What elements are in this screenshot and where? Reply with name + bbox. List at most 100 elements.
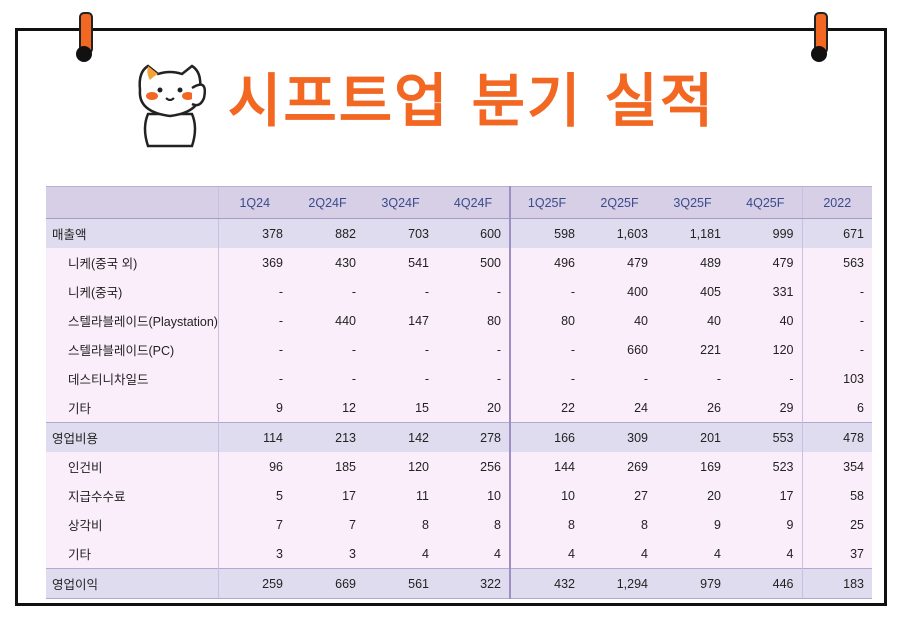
row-label: 인건비 [46,452,218,481]
table-cell: - [291,277,364,306]
table-cell: - [729,364,802,393]
table-row: 니케(중국 외) 369 430 541 500 496 479 489 479 563 [46,248,872,277]
table-cell: 58 [802,481,872,510]
table-cell: 278 [437,423,510,453]
table-row-total: 영업이익 259 669 561 322 432 1,294 979 446 183 [46,569,872,599]
table-row-total: 영업비용 114 213 142 278 166 309 201 553 478 [46,423,872,453]
table-cell: 11 [364,481,437,510]
table-cell: 703 [364,219,437,249]
table-cell: - [218,306,291,335]
table-cell: 5 [218,481,291,510]
table-cell: 256 [437,452,510,481]
table-cell: 7 [218,510,291,539]
row-label: 스텔라블레이드(Playstation) [46,306,218,335]
table-cell: 479 [583,248,656,277]
table-cell: 1,294 [583,569,656,599]
table-cell: 20 [656,481,729,510]
table-cell: 40 [729,306,802,335]
table-cell: 999 [729,219,802,249]
row-label: 니케(중국 외) [46,248,218,277]
row-label: 매출액 [46,219,218,249]
table-cell: 322 [437,569,510,599]
table-cell: 4 [656,539,729,569]
table-cell: 183 [802,569,872,599]
header-cell: 2Q24F [291,187,364,219]
table-cell: 331 [729,277,802,306]
table-cell: 8 [583,510,656,539]
table-cell: 8 [437,510,510,539]
table-cell: 400 [583,277,656,306]
table-cell: - [656,364,729,393]
table-cell: 80 [437,306,510,335]
table-cell: 15 [364,393,437,423]
table-cell: 24 [583,393,656,423]
row-label: 지급수수료 [46,481,218,510]
table-body: 매출액 378 882 703 600 598 1,603 1,181 999 671 니케(중국 … [46,219,872,599]
table-cell: 27 [583,481,656,510]
table-cell: 40 [656,306,729,335]
table-cell: 671 [802,219,872,249]
table-row: 니케(중국) - - - - -400 405 331- [46,277,872,306]
table-cell: 120 [364,452,437,481]
table-cell: 9 [218,393,291,423]
row-label: 니케(중국) [46,277,218,306]
table-row: 데스티니차일드 - - - - - - - -103 [46,364,872,393]
table-cell: 142 [364,423,437,453]
table-cell: 10 [437,481,510,510]
table-cell: - [364,335,437,364]
row-label: 영업비용 [46,423,218,453]
table-cell: - [802,306,872,335]
page-title: 시프트업 분기 실적 [228,66,715,136]
table-cell: 4 [437,539,510,569]
table-cell: - [802,335,872,364]
table-cell: - [218,364,291,393]
table-cell: 12 [291,393,364,423]
header-cell: 1Q24 [218,187,291,219]
table-cell: 979 [656,569,729,599]
table-row-total: 매출액 378 882 703 600 598 1,603 1,181 999 671 [46,219,872,249]
header-cell: 3Q24F [364,187,437,219]
table-cell: 500 [437,248,510,277]
table-cell: 561 [364,569,437,599]
table-cell: 40 [583,306,656,335]
table-cell: 9 [656,510,729,539]
table-cell: - [510,335,583,364]
table-cell: - [291,335,364,364]
table-cell: 3 [291,539,364,569]
table-cell: - [364,277,437,306]
table-cell: - [437,277,510,306]
table-cell: 479 [729,248,802,277]
row-label: 데스티니차일드 [46,364,218,393]
table-cell: 669 [291,569,364,599]
table-cell: 213 [291,423,364,453]
table-cell: 3 [218,539,291,569]
table-row: 스텔라블레이드(Playstation) -440 147 80 80 40 40 40- [46,306,872,335]
table-cell: 221 [656,335,729,364]
table-cell: 8 [364,510,437,539]
table-cell: 489 [656,248,729,277]
row-label: 기타 [46,393,218,423]
row-label: 기타 [46,539,218,569]
table-cell: - [291,364,364,393]
table-cell: 4 [510,539,583,569]
table-cell: 8 [510,510,583,539]
table-cell: 120 [729,335,802,364]
table-cell: 430 [291,248,364,277]
table-cell: 259 [218,569,291,599]
table-cell: 309 [583,423,656,453]
table-cell: 9 [729,510,802,539]
header-cell [46,187,218,219]
header-cell: 4Q24F [437,187,510,219]
earnings-table: 1Q24 2Q24F 3Q24F 4Q24F 1Q25F 2Q25F 3Q25F… [46,186,872,599]
table-cell: 10 [510,481,583,510]
table-cell: 166 [510,423,583,453]
table-cell: 25 [802,510,872,539]
table-cell: 17 [291,481,364,510]
table-cell: - [802,277,872,306]
table-header-row: 1Q24 2Q24F 3Q24F 4Q24F 1Q25F 2Q25F 3Q25F… [46,187,872,219]
table-cell: 4 [583,539,656,569]
table-cell: 7 [291,510,364,539]
table-cell: 22 [510,393,583,423]
table-cell: 17 [729,481,802,510]
table-cell: 147 [364,306,437,335]
